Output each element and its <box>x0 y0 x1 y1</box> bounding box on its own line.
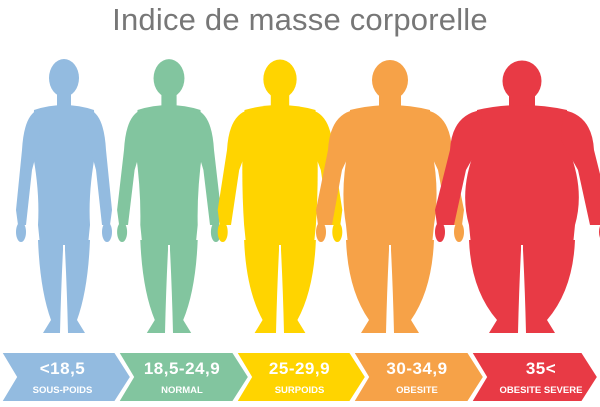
figure-hand <box>435 222 445 242</box>
figure-left-leg <box>38 240 63 333</box>
figure-right-leg <box>281 240 316 333</box>
bmi-category: SOUS-POIDS <box>32 385 93 396</box>
figure-left-leg <box>469 240 521 333</box>
bmi-range: 25-29,9 <box>268 359 331 378</box>
figure-right-leg <box>391 240 434 333</box>
page-title: Indice de masse corporelle <box>112 2 488 37</box>
figure-head <box>372 60 408 100</box>
figure-left-arm <box>435 110 483 225</box>
figure-hand <box>332 222 343 242</box>
figure-neck <box>379 92 401 108</box>
figure-head <box>153 59 185 98</box>
bmi-range: 30-34,9 <box>386 359 448 378</box>
figure-severe <box>435 60 600 333</box>
figure-right-arm <box>561 110 600 225</box>
figure-right-arm <box>194 110 221 225</box>
figure-neck <box>270 92 290 108</box>
figure-head <box>502 60 542 102</box>
chevron-normal <box>116 351 251 403</box>
figure-left-leg <box>140 240 168 333</box>
figure-right-leg <box>170 240 198 333</box>
figure-neck <box>509 92 535 108</box>
figure-head <box>263 59 297 99</box>
figure-head <box>49 59 79 97</box>
bmi-range: 18,5-24,9 <box>143 359 221 378</box>
figure-hand <box>102 222 112 242</box>
figure-obese <box>316 60 464 333</box>
bmi-range: <18,5 <box>39 359 86 378</box>
chevron-obese <box>351 351 486 403</box>
bmi-category: NORMAL <box>161 385 203 396</box>
figure-left-arm <box>217 110 251 225</box>
chevron-thin <box>0 351 133 403</box>
figure-torso <box>465 105 579 245</box>
figure-left-leg <box>346 240 389 333</box>
chevron-severe <box>469 351 600 403</box>
figure-hand <box>454 222 464 242</box>
bmi-range: 35< <box>525 359 557 378</box>
figure-left-arm <box>316 110 356 225</box>
figure-thin <box>16 59 112 333</box>
figure-right-leg <box>65 240 90 333</box>
figure-right-leg <box>523 240 575 333</box>
figure-hand <box>16 222 26 242</box>
bmi-category: OBESITE <box>396 385 438 396</box>
figure-overweight <box>217 59 343 333</box>
figure-torso <box>343 105 437 245</box>
figure-right-arm <box>88 110 112 225</box>
chevron-overweight <box>234 351 368 403</box>
figure-torso <box>32 105 96 245</box>
figure-normal <box>117 59 221 333</box>
figure-hand <box>117 222 128 242</box>
figure-left-leg <box>244 240 279 333</box>
bmi-category: SURPOIDS <box>274 385 325 396</box>
figure-hand <box>316 222 326 242</box>
figure-hand <box>217 222 228 242</box>
figure-left-arm <box>117 110 144 225</box>
bmi-category: OBESITE SEVERE <box>499 385 583 396</box>
figure-left-arm <box>16 110 40 225</box>
figure-neck <box>57 92 71 108</box>
figure-torso <box>242 105 318 245</box>
figure-neck <box>161 92 177 108</box>
figure-torso <box>135 105 203 245</box>
